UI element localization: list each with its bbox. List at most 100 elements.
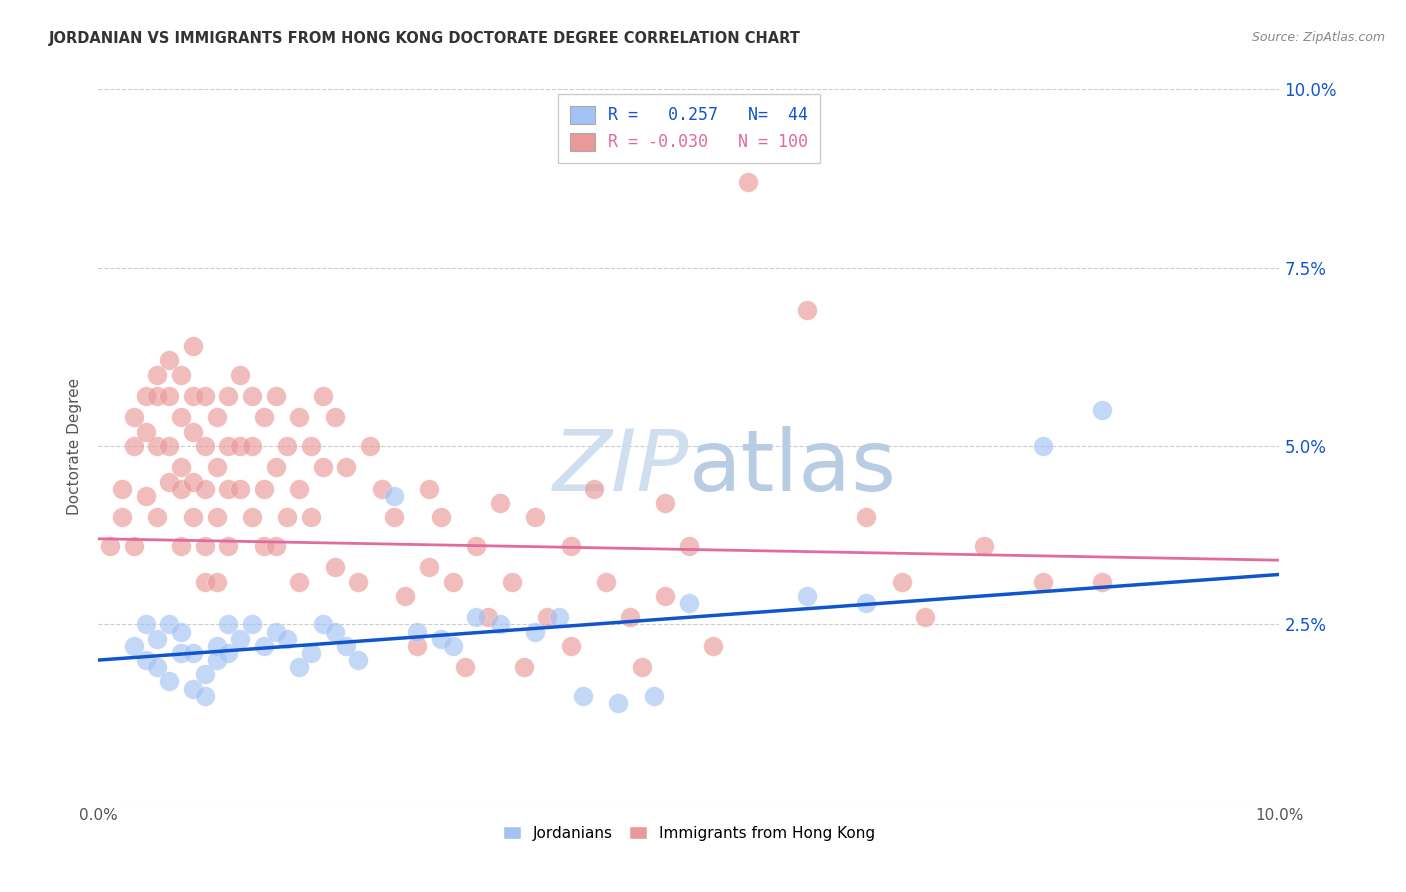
Point — [489, 617, 512, 632]
Point — [229, 632, 252, 646]
Point — [217, 389, 239, 403]
Point — [643, 689, 665, 703]
Point — [146, 660, 169, 674]
Point — [430, 632, 453, 646]
Point — [170, 646, 193, 660]
Point — [1091, 574, 1114, 589]
Point — [702, 639, 724, 653]
Point — [253, 410, 276, 425]
Point — [157, 674, 180, 689]
Point — [170, 410, 193, 425]
Point — [146, 510, 169, 524]
Point — [181, 389, 204, 403]
Point — [654, 589, 676, 603]
Point — [288, 574, 311, 589]
Point — [524, 624, 547, 639]
Point — [524, 510, 547, 524]
Point — [194, 667, 217, 681]
Point — [1091, 403, 1114, 417]
Point — [406, 639, 429, 653]
Point — [371, 482, 394, 496]
Point — [501, 574, 523, 589]
Point — [465, 610, 488, 624]
Point — [477, 610, 499, 624]
Point — [170, 482, 193, 496]
Point — [194, 539, 217, 553]
Point — [217, 482, 239, 496]
Point — [654, 496, 676, 510]
Point — [170, 460, 193, 475]
Point — [1032, 574, 1054, 589]
Point — [264, 624, 287, 639]
Point — [146, 439, 169, 453]
Point — [312, 460, 335, 475]
Point — [170, 368, 193, 382]
Point — [217, 646, 239, 660]
Point — [276, 632, 298, 646]
Text: ZIP: ZIP — [553, 425, 689, 509]
Point — [194, 574, 217, 589]
Point — [135, 425, 157, 439]
Point — [217, 617, 239, 632]
Point — [111, 482, 134, 496]
Point — [194, 439, 217, 453]
Text: Source: ZipAtlas.com: Source: ZipAtlas.com — [1251, 31, 1385, 45]
Point — [583, 482, 606, 496]
Point — [181, 681, 204, 696]
Point — [229, 439, 252, 453]
Text: JORDANIAN VS IMMIGRANTS FROM HONG KONG DOCTORATE DEGREE CORRELATION CHART: JORDANIAN VS IMMIGRANTS FROM HONG KONG D… — [49, 31, 801, 46]
Point — [217, 539, 239, 553]
Point — [146, 389, 169, 403]
Point — [194, 389, 217, 403]
Point — [157, 475, 180, 489]
Point — [453, 660, 475, 674]
Text: atlas: atlas — [689, 425, 897, 509]
Point — [855, 596, 877, 610]
Point — [264, 460, 287, 475]
Point — [595, 574, 617, 589]
Point — [194, 689, 217, 703]
Point — [253, 639, 276, 653]
Point — [205, 510, 228, 524]
Point — [382, 489, 405, 503]
Point — [229, 482, 252, 496]
Point — [229, 368, 252, 382]
Point — [240, 389, 263, 403]
Point — [205, 460, 228, 475]
Point — [264, 539, 287, 553]
Point — [205, 574, 228, 589]
Point — [181, 475, 204, 489]
Point — [157, 439, 180, 453]
Point — [323, 560, 346, 574]
Point — [288, 410, 311, 425]
Point — [240, 439, 263, 453]
Point — [135, 389, 157, 403]
Point — [678, 539, 700, 553]
Point — [536, 610, 558, 624]
Point — [406, 624, 429, 639]
Point — [299, 439, 322, 453]
Point — [276, 439, 298, 453]
Point — [347, 574, 370, 589]
Point — [347, 653, 370, 667]
Point — [441, 574, 464, 589]
Point — [394, 589, 416, 603]
Point — [312, 389, 335, 403]
Point — [288, 482, 311, 496]
Point — [607, 696, 630, 710]
Point — [335, 639, 357, 653]
Point — [312, 617, 335, 632]
Point — [560, 639, 582, 653]
Point — [465, 539, 488, 553]
Point — [240, 510, 263, 524]
Y-axis label: Doctorate Degree: Doctorate Degree — [67, 377, 83, 515]
Point — [135, 653, 157, 667]
Point — [359, 439, 381, 453]
Point — [737, 175, 759, 189]
Point — [382, 510, 405, 524]
Point — [194, 482, 217, 496]
Point — [430, 510, 453, 524]
Point — [678, 596, 700, 610]
Point — [157, 353, 180, 368]
Point — [205, 410, 228, 425]
